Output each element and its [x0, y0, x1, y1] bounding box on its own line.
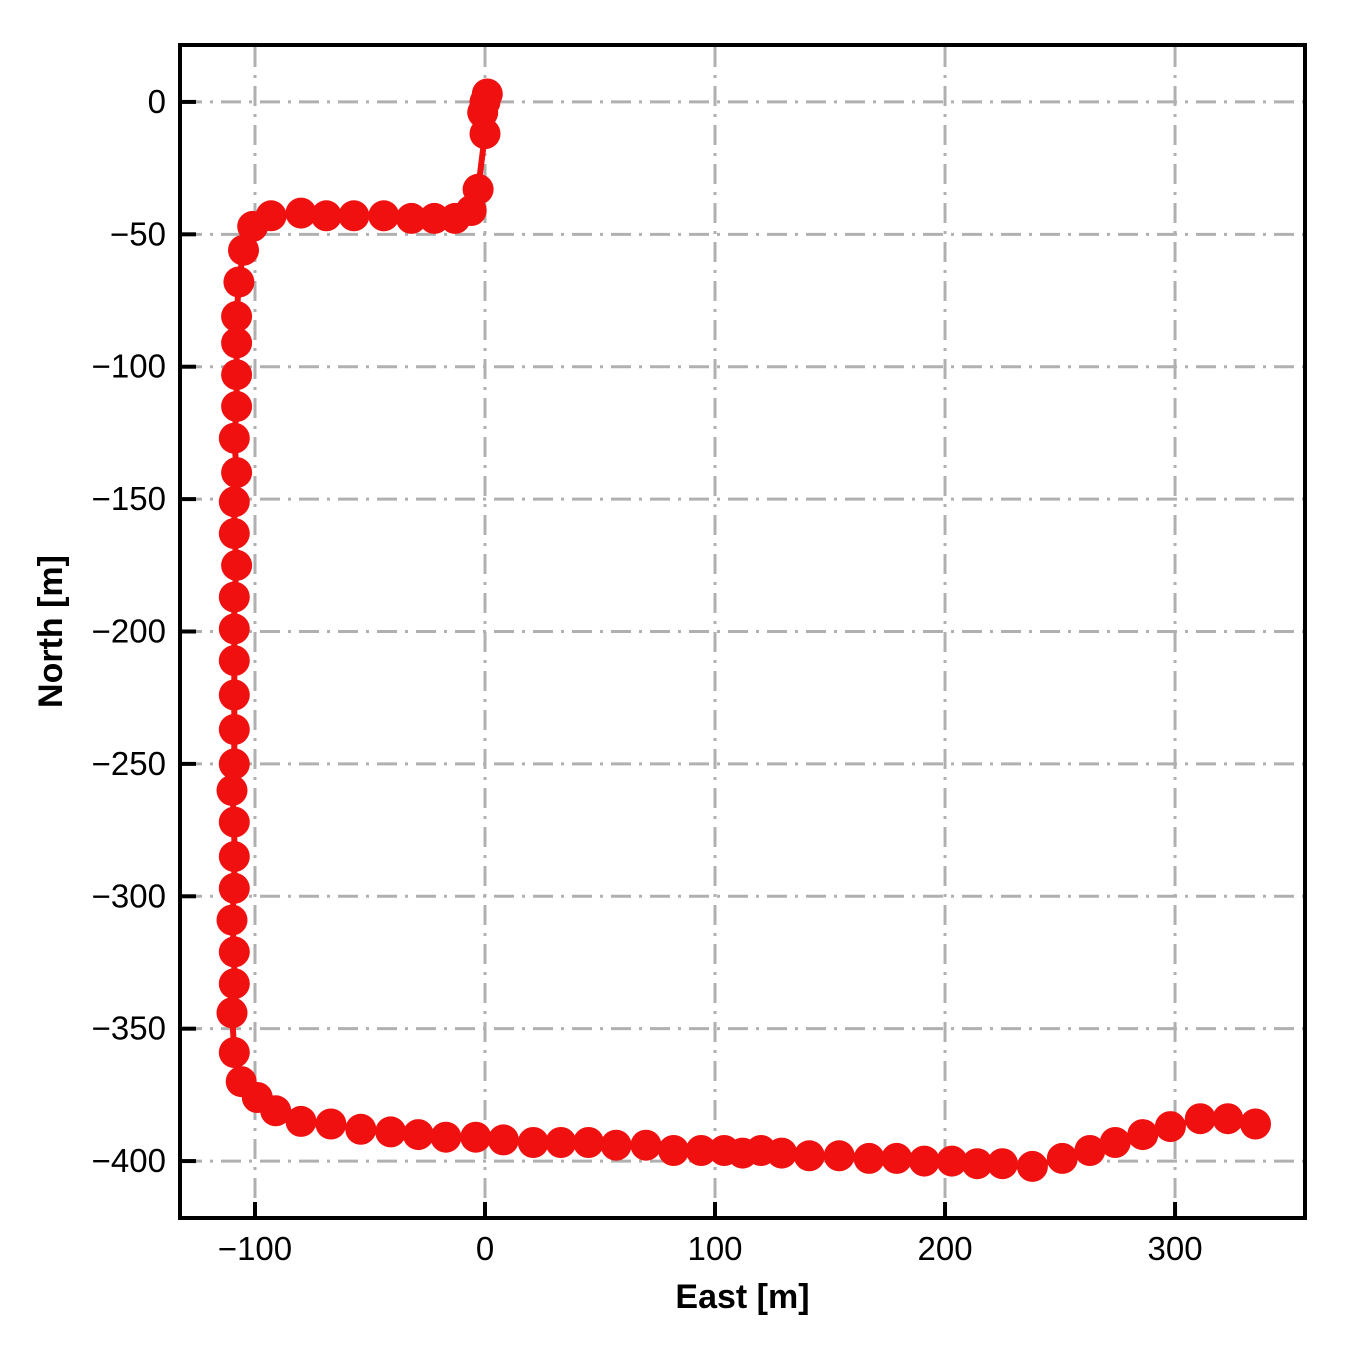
trajectory-point-marker: [218, 841, 250, 873]
trajectory-point-marker: [961, 1148, 993, 1180]
y-tick-label: −350: [92, 1010, 166, 1047]
trajectory-point-marker: [221, 327, 253, 359]
x-axis-label: East [m]: [675, 1278, 809, 1316]
trajectory-point-marker: [908, 1145, 940, 1177]
trajectory-point-marker: [218, 581, 250, 613]
trajectory-point-marker: [600, 1129, 632, 1161]
trajectory-point-marker: [1184, 1103, 1216, 1135]
trajectory-point-marker: [218, 806, 250, 838]
x-tick-label: 0: [476, 1230, 494, 1267]
trajectory-point-marker: [218, 748, 250, 780]
trajectory-point-marker: [987, 1148, 1018, 1180]
trajectory-point-marker: [223, 266, 255, 298]
trajectory-point-marker: [218, 714, 250, 745]
y-axis-label: North [m]: [32, 555, 70, 708]
axes-spines: [178, 43, 1307, 1220]
trajectory-point-marker: [345, 1113, 377, 1145]
trajectory-point-marker: [237, 210, 269, 242]
trajectory-point-marker: [1074, 1135, 1106, 1166]
trajectory-point-marker: [1046, 1142, 1078, 1174]
x-tick-label: 100: [687, 1230, 742, 1267]
trajectory-point-marker: [218, 679, 250, 711]
trajectory-point-marker: [793, 1140, 825, 1172]
trajectory-point-marker: [285, 1105, 317, 1137]
trajectory-point-marker: [216, 997, 248, 1029]
trajectory-point-marker: [881, 1142, 913, 1174]
trajectory-point-marker: [218, 486, 250, 518]
trajectory-point-marker: [218, 645, 250, 677]
trajectory-point-marker: [402, 1119, 434, 1151]
trajectory-point-marker: [285, 197, 317, 229]
trajectory-point-marker: [221, 390, 253, 422]
trajectory-point-marker: [315, 1108, 347, 1140]
trajectory-point-marker: [1127, 1119, 1159, 1151]
trajectory-point-marker: [310, 200, 342, 232]
trajectory-point-marker: [517, 1127, 549, 1158]
trajectory-point-marker: [218, 613, 250, 645]
trajectory-point-marker: [573, 1127, 604, 1158]
trajectory-point-marker: [218, 422, 250, 454]
trajectory-point-marker: [1212, 1103, 1244, 1135]
trajectory-point-marker: [630, 1129, 662, 1161]
trajectory-point-marker: [766, 1137, 798, 1169]
trajectory-point-marker: [460, 1121, 492, 1153]
trajectory-point-marker: [338, 200, 370, 232]
trajectory-point-marker: [228, 234, 259, 266]
trajectory-point-marker: [368, 200, 400, 232]
trajectory-point-marker: [658, 1135, 690, 1166]
trajectory-point-marker: [375, 1116, 407, 1148]
trajectory-point-marker: [221, 359, 253, 391]
trajectory-point-marker: [936, 1145, 968, 1177]
y-tick-label: −150: [92, 480, 166, 517]
y-tick-label: 0: [148, 83, 166, 120]
axis-ticks: −100 0 100 200 300 0 −50 −100 −150 −200 −250 −300 −3…: [92, 83, 1203, 1267]
trajectory-point-marker: [218, 936, 250, 968]
trajectory-point-marker: [260, 1095, 292, 1127]
trajectory-point-marker: [218, 872, 250, 904]
trajectory-point-marker: [218, 1037, 250, 1068]
trajectory-point-marker: [1154, 1111, 1186, 1143]
trajectory-point-marker: [221, 457, 253, 489]
y-tick-label: −100: [92, 348, 166, 385]
trajectory-point-marker: [1099, 1127, 1131, 1158]
trajectory-point-marker: [218, 518, 250, 549]
trajectory-point-marker: [430, 1121, 462, 1153]
trajectory-point-marker: [221, 549, 253, 581]
x-tick-label: 300: [1148, 1230, 1203, 1267]
trajectory-point-marker: [853, 1142, 885, 1174]
x-tick-label: −100: [218, 1230, 292, 1267]
trajectory-point-marker: [1240, 1108, 1271, 1140]
y-tick-label: −250: [92, 745, 166, 782]
trajectory-point-marker: [469, 118, 501, 150]
series-vehicle-trajectory: [216, 78, 1271, 1182]
trajectory-point-marker: [1016, 1150, 1048, 1182]
trajectory-point-marker: [418, 202, 450, 234]
trajectory-point-marker: [545, 1127, 577, 1158]
gridlines: [182, 47, 1303, 1216]
y-tick-label: −300: [92, 877, 166, 914]
trajectory-point-marker: [823, 1140, 855, 1172]
trajectory-point-marker: [395, 202, 427, 234]
y-tick-label: −200: [92, 613, 166, 650]
y-tick-label: −50: [110, 215, 166, 252]
trajectory-point-marker: [221, 300, 253, 332]
trajectory-point-marker: [487, 1124, 519, 1156]
y-tick-label: −400: [92, 1142, 166, 1179]
x-tick-label: 200: [917, 1230, 972, 1267]
trajectory-point-marker: [218, 968, 250, 1000]
trajectory-point-marker: [216, 904, 248, 936]
trajectory-point-marker: [685, 1135, 717, 1166]
trajectory-point-marker: [216, 774, 248, 806]
